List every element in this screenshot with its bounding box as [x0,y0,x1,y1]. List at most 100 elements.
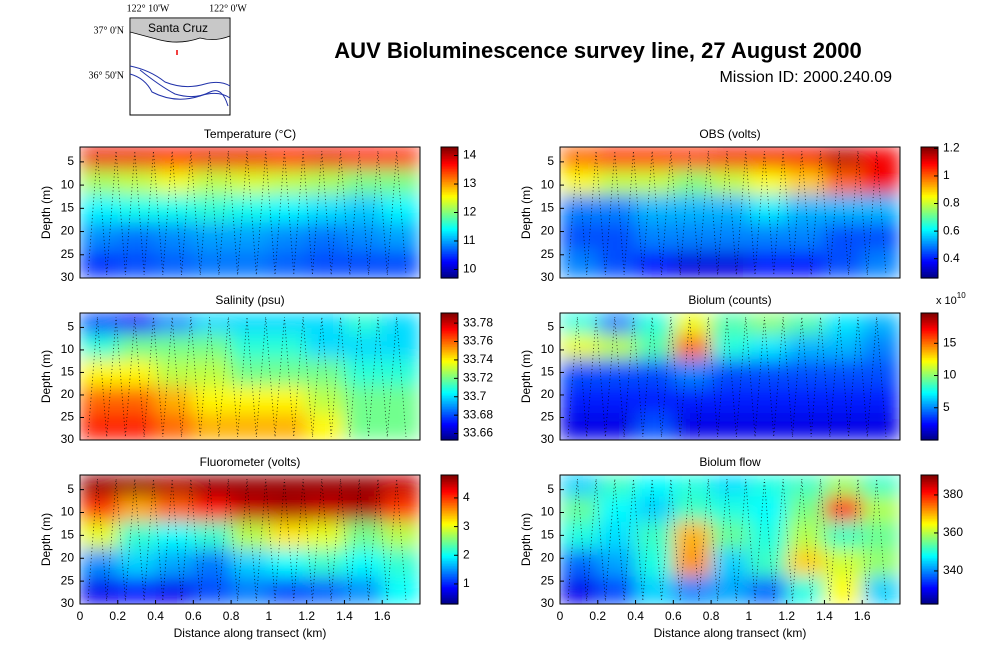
colorbar-swatch [921,207,938,210]
colorbar-swatch [441,264,458,268]
colorbar-swatch [441,408,458,411]
colorbar-tick-label: 12 [463,205,477,219]
cell [117,334,157,360]
colorbar-swatch [921,336,938,339]
cell [382,358,421,387]
colorbar-swatch [921,411,938,414]
cell [862,313,901,335]
cell [786,313,825,335]
colorbar-swatch [921,481,938,484]
colorbar-swatch [441,235,458,238]
colorbar-swatch [441,592,458,595]
colorbar-swatch [921,255,938,258]
cell [824,412,863,441]
cell [673,313,712,335]
cell [306,412,345,441]
colorbar-tick-label: 1 [943,168,950,182]
colorbar-swatch [441,335,458,338]
colorbar-swatch [921,386,938,389]
cell [597,334,637,360]
colorbar-swatch [921,571,938,574]
colorbar-swatch [441,256,458,259]
colorbar-tick-label: 360 [943,525,963,539]
colorbar-swatch [921,491,938,494]
colorbar-swatch [921,355,938,359]
colorbar-swatch [441,251,458,255]
colorbar-swatch [441,476,458,479]
x-tick-label: 1.2 [778,609,795,623]
colorbar-tick-label: 10 [463,262,477,276]
x-tick-label: 1.4 [336,609,353,623]
colorbar-swatch [441,417,458,420]
colorbar-swatch [441,259,458,263]
colorbar-swatch [921,384,938,387]
cell [748,168,788,195]
colorbar-swatch [921,246,938,250]
colorbar-swatch [921,168,938,171]
colorbar-swatch [921,205,938,209]
colorbar-swatch [921,536,938,539]
colorbar-swatch [441,515,458,518]
cell [382,147,421,170]
colorbar-swatch [921,196,938,199]
colorbar-swatch [441,362,458,365]
colorbar-swatch [441,317,458,320]
cell [155,475,194,497]
colorbar-swatch [441,343,458,346]
colorbar-swatch [441,568,458,571]
colorbar-swatch [921,150,938,153]
cell [117,194,157,223]
colorbar-swatch [921,557,938,560]
colorbar-swatch [441,274,458,277]
colorbar-swatch [921,510,938,513]
cell [155,385,194,414]
colorbar-swatch [921,483,938,486]
colorbar-swatch [441,597,458,600]
colorbar-swatch [441,554,458,557]
colorbar-swatch [921,579,938,583]
cell [597,358,637,387]
x-axis-label: Distance along transect (km) [654,626,807,640]
colorbar-swatch [441,524,458,528]
colorbar-swatch [441,316,458,319]
colorbar-swatch [921,414,938,417]
cell [862,521,901,550]
field [560,313,901,441]
cell [597,521,637,550]
colorbar-swatch [921,435,938,438]
colorbar-swatch [441,366,458,370]
x-tick-label: 1.4 [816,609,833,623]
lon-label: 122° 0'W [209,3,247,14]
colorbar-swatch [441,370,458,373]
colorbar-swatch [921,566,938,570]
colorbar-swatch [921,427,938,430]
colorbar-swatch [921,317,938,320]
cell [560,334,599,360]
x-tick-label: 1 [746,609,753,623]
cell [117,549,157,578]
colorbar-frame [920,312,939,441]
colorbar-swatch [441,147,458,150]
colorbar-swatch [921,341,938,344]
colorbar-tick-label: 33.78 [463,315,493,329]
colorbar-swatch [441,419,458,422]
colorbar-swatch [921,256,938,259]
colorbar-swatch [921,494,938,497]
cell [231,475,270,497]
colorbar-swatch [921,545,938,549]
cell [268,168,308,195]
cell [117,358,157,387]
colorbar-swatch [441,194,458,197]
cell [306,334,345,360]
cell [824,222,863,251]
colorbar-swatch [921,360,938,363]
cell [155,521,194,550]
colorbar-swatch [921,428,938,432]
colorbar-swatch [441,204,458,207]
cell [268,475,308,497]
colorbar-swatch [441,413,458,416]
colorbar-swatch [441,351,458,354]
cell [117,250,157,279]
cell [231,222,270,251]
cell [673,385,712,414]
